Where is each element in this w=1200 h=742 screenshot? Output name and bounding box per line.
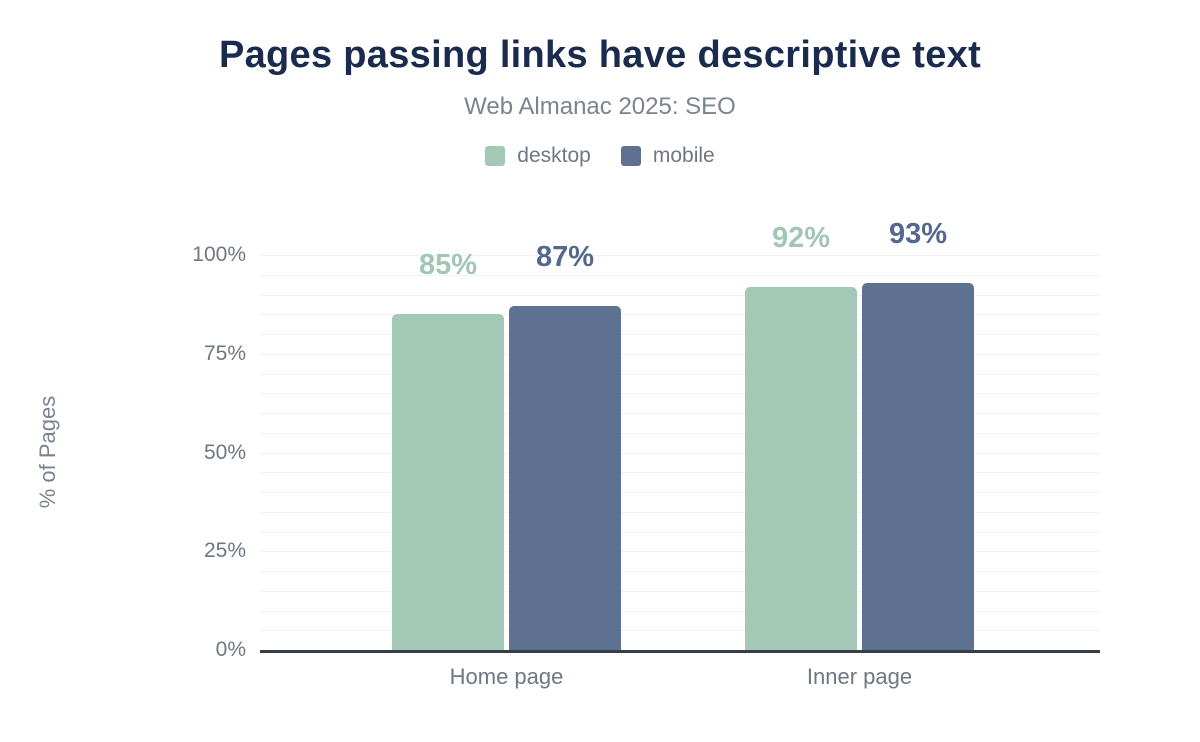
gridline (260, 492, 1100, 493)
gridline (260, 314, 1100, 316)
y-axis-tick-label: 25% (203, 539, 246, 563)
bar-home-page-mobile[interactable] (509, 306, 621, 650)
desktop-swatch-icon (485, 146, 506, 166)
legend-item-desktop[interactable]: desktop (485, 144, 591, 168)
y-axis-tick-label: 75% (203, 341, 246, 365)
gridline (260, 452, 1100, 454)
gridline (260, 610, 1100, 612)
gridline (260, 531, 1100, 533)
x-axis-category-label: Inner page (806, 664, 913, 689)
gridline (260, 274, 1100, 276)
plot-area: 0% 25% 50% 75% 100% 85% 87% Home page 92% 93% Inne… (192, 218, 1100, 689)
gridline (260, 571, 1100, 572)
x-axis-category-label: Home page (449, 664, 564, 689)
legend-label: mobile (652, 144, 715, 167)
legend-item-mobile[interactable]: mobile (620, 144, 715, 168)
legend-label: desktop (517, 144, 591, 167)
gridline (260, 630, 1100, 632)
bar-value-label: 87% (535, 241, 595, 274)
gridline (260, 393, 1100, 395)
bar-value-label: 85% (418, 249, 478, 282)
mobile-swatch-icon (620, 146, 641, 166)
gridline (260, 373, 1100, 375)
legend: desktop mobile (0, 144, 1200, 168)
bar-value-label: 93% (888, 217, 948, 250)
chart-title: Pages passing links have descriptive tex… (218, 34, 982, 76)
gridline (260, 413, 1100, 414)
gridline (260, 255, 1100, 256)
gridline (260, 511, 1100, 513)
chart-subtitle: Web Almanac 2025: SEO (464, 93, 736, 120)
gridline (260, 551, 1100, 553)
gridline (260, 353, 1100, 355)
bar-value-label: 92% (771, 221, 831, 254)
gridline (260, 334, 1100, 335)
y-axis-title: % of Pages (35, 395, 60, 509)
bar-inner-page-desktop[interactable] (745, 286, 857, 650)
gridline (260, 590, 1100, 592)
y-axis-tick-label: 100% (192, 243, 246, 266)
bar-home-page-desktop[interactable] (392, 314, 504, 650)
y-axis-tick-label: 0% (215, 638, 246, 661)
gridline (260, 432, 1100, 434)
bar-inner-page-mobile[interactable] (862, 282, 974, 650)
y-axis-tick-label: 50% (203, 440, 246, 464)
gridline (260, 472, 1100, 474)
gridline (260, 294, 1100, 296)
